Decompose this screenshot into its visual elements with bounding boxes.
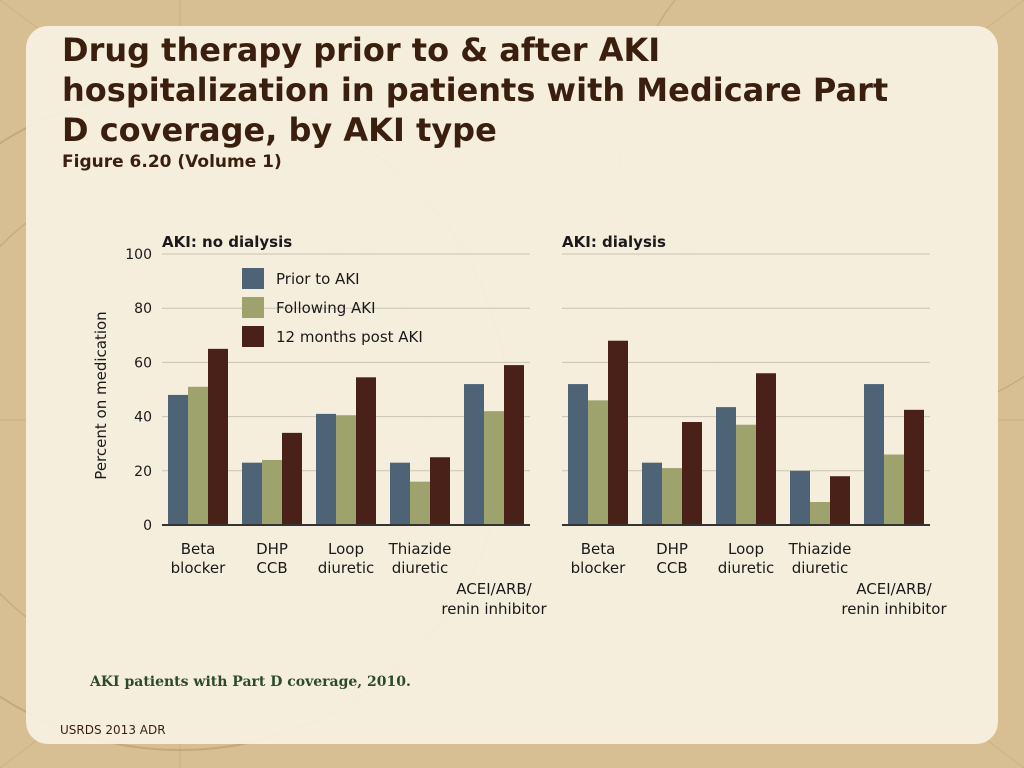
- x-tick-label-line2: diuretic: [392, 559, 449, 577]
- x-tick-label-line1: Beta: [581, 540, 616, 558]
- data-note: AKI patients with Part D coverage, 2010.: [90, 674, 411, 690]
- legend-swatch-2: [242, 297, 264, 318]
- bar-panel1-acei-arb-renin-inhibitor-series2: [484, 411, 504, 525]
- x-tick-label-line2: diuretic: [318, 559, 375, 577]
- bar-panel1-thiazide-diuretic-series1: [390, 462, 410, 525]
- x-tick-label-line2: blocker: [171, 559, 226, 577]
- y-tick-label-60: 60: [134, 355, 152, 371]
- legend-swatch-1: [242, 268, 264, 289]
- bar-panel1-dhp-ccb-series3: [282, 432, 302, 525]
- legend-swatch-3: [242, 326, 264, 347]
- bar-panel2-acei-arb-renin-inhibitor-series1: [864, 384, 884, 525]
- bar-panel2-thiazide-diuretic-series2: [810, 501, 830, 525]
- y-tick-label-100: 100: [125, 247, 152, 263]
- x-tick-label-line2: renin inhibitor: [841, 600, 947, 618]
- bar-panel1-thiazide-diuretic-series2: [410, 481, 430, 525]
- footer-source: USRDS 2013 ADR: [60, 723, 166, 737]
- panel-title-1: AKI: no dialysis: [162, 233, 292, 251]
- bar-panel2-thiazide-diuretic-series3: [830, 476, 850, 525]
- x-tick-label-line1: ACEI/ARB/: [456, 580, 532, 598]
- x-tick-label-line1: Thiazide: [788, 540, 852, 558]
- bar-panel1-acei-arb-renin-inhibitor-series3: [504, 365, 524, 525]
- bar-panel2-beta-blocker-series3: [608, 340, 628, 525]
- x-tick-label-line1: ACEI/ARB/: [856, 580, 932, 598]
- bar-panel1-beta-blocker-series1: [168, 394, 188, 525]
- bar-panel2-dhp-ccb-series2: [662, 468, 682, 525]
- y-tick-label-0: 0: [143, 518, 152, 534]
- bar-panel2-loop-diuretic-series2: [736, 424, 756, 525]
- bar-panel1-loop-diuretic-series2: [336, 415, 356, 525]
- y-tick-label-40: 40: [134, 410, 152, 426]
- x-tick-label-line1: Thiazide: [388, 540, 452, 558]
- bar-panel1-thiazide-diuretic-series3: [430, 457, 450, 525]
- bar-panel1-beta-blocker-series2: [188, 386, 208, 525]
- x-tick-label-line2: blocker: [571, 559, 626, 577]
- bar-panel1-loop-diuretic-series1: [316, 413, 336, 525]
- bar-panel2-loop-diuretic-series3: [756, 373, 776, 525]
- bar-panel2-dhp-ccb-series1: [642, 462, 662, 525]
- bar-panel1-dhp-ccb-series2: [262, 459, 282, 525]
- slide-title: Drug therapy prior to & after AKI hospit…: [62, 31, 889, 149]
- bar-panel2-beta-blocker-series2: [588, 400, 608, 525]
- x-tick-label-line1: DHP: [256, 540, 288, 558]
- x-tick-label-line2: diuretic: [718, 559, 775, 577]
- bar-panel2-acei-arb-renin-inhibitor-series3: [904, 409, 924, 525]
- bar-panel2-loop-diuretic-series1: [716, 407, 736, 525]
- bar-panel2-thiazide-diuretic-series1: [790, 470, 810, 525]
- x-tick-label-line2: diuretic: [792, 559, 849, 577]
- y-tick-label-20: 20: [134, 464, 152, 480]
- bar-panel1-acei-arb-renin-inhibitor-series1: [464, 384, 484, 525]
- legend-label-3: 12 months post AKI: [276, 328, 423, 346]
- y-axis-label: Percent on medication: [92, 311, 110, 479]
- panel-title-2: AKI: dialysis: [562, 233, 666, 251]
- legend-label-2: Following AKI: [276, 299, 376, 317]
- bar-panel1-dhp-ccb-series1: [242, 462, 262, 525]
- figure-subtitle: Figure 6.20 (Volume 1): [62, 152, 282, 172]
- legend-label-1: Prior to AKI: [276, 270, 360, 288]
- bar-panel1-beta-blocker-series3: [208, 348, 228, 525]
- x-tick-label-line1: DHP: [656, 540, 688, 558]
- x-tick-label-line1: Loop: [728, 540, 764, 558]
- bar-panel2-acei-arb-renin-inhibitor-series2: [884, 454, 904, 525]
- bar-panel2-beta-blocker-series1: [568, 384, 588, 525]
- bar-panel2-dhp-ccb-series3: [682, 422, 702, 525]
- x-tick-label-line1: Loop: [328, 540, 364, 558]
- x-tick-label-line2: renin inhibitor: [441, 600, 547, 618]
- x-tick-label-line2: CCB: [656, 559, 687, 577]
- bar-panel1-loop-diuretic-series3: [356, 377, 376, 525]
- y-tick-label-80: 80: [134, 301, 152, 317]
- x-tick-label-line1: Beta: [181, 540, 216, 558]
- x-tick-label-line2: CCB: [256, 559, 287, 577]
